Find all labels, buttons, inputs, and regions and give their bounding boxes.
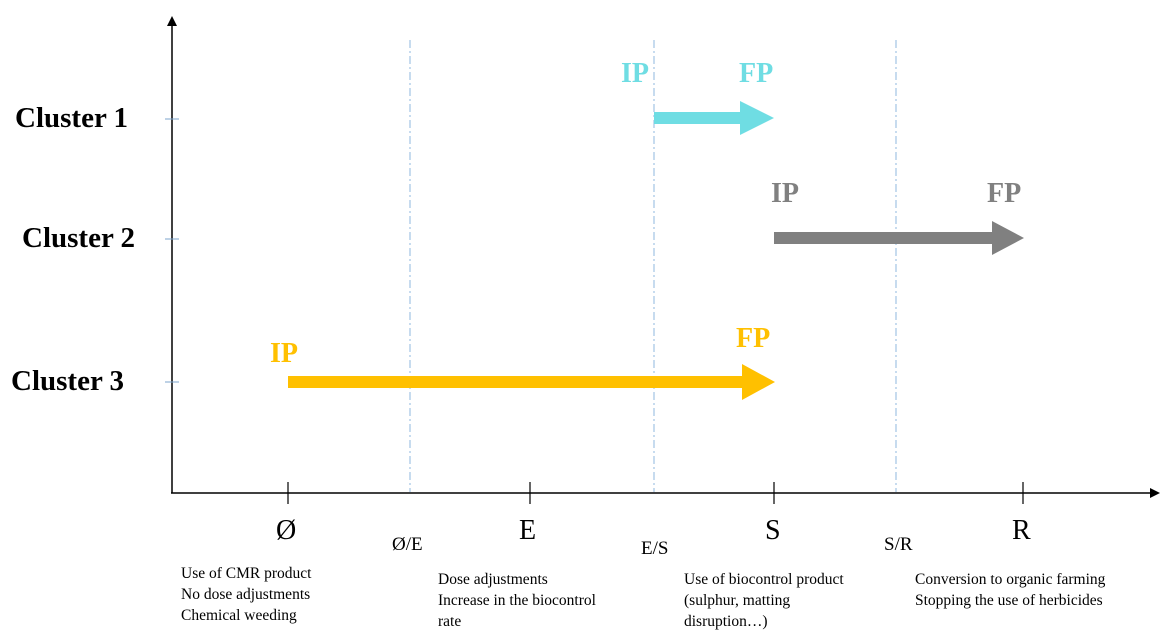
boundary-label-1: E/S: [641, 538, 669, 559]
stage-2-description: Use of biocontrol product (sulphur, matt…: [684, 569, 844, 632]
boundary-label-2: S/R: [884, 534, 913, 555]
cluster-2-start-label: IP: [771, 178, 799, 209]
cluster-1-label: Cluster 1: [15, 102, 129, 134]
cluster-1-end-label: FP: [739, 58, 774, 89]
description-line: Conversion to organic farming: [915, 571, 1106, 588]
description-line: Chemical weeding: [181, 607, 297, 624]
cluster-3-end-label: FP: [736, 323, 771, 354]
description-line: No dose adjustments: [181, 586, 311, 603]
stage-label-0: Ø: [276, 515, 297, 546]
cluster-2-end-label: FP: [987, 178, 1022, 209]
description-line: Use of CMR product: [181, 565, 312, 582]
stage-label-1: E: [519, 515, 537, 546]
stage-1-description: Dose adjustments Increase in the biocont…: [438, 569, 596, 632]
description-line: rate: [438, 613, 462, 630]
cluster-3-arrow: [288, 364, 775, 400]
stage-label-2: S: [765, 515, 781, 546]
cluster-1-arrow: [654, 101, 774, 135]
description-line: Dose adjustments: [438, 571, 548, 588]
description-line: disruption…): [684, 613, 768, 630]
cluster-2-label: Cluster 2: [22, 222, 136, 254]
description-line: Stopping the use of herbicides: [915, 592, 1103, 609]
description-line: (sulphur, matting: [684, 592, 791, 609]
boundary-label-0: Ø/E: [392, 534, 423, 555]
cluster-1-start-label: IP: [621, 58, 649, 89]
stage-label-3: R: [1012, 515, 1031, 546]
cluster-2-arrow: [774, 221, 1024, 255]
stage-3-description: Conversion to organic farming Stopping t…: [915, 569, 1105, 611]
description-line: Use of biocontrol product: [684, 571, 844, 588]
stage-0-description: Use of CMR product No dose adjustments C…: [181, 563, 311, 626]
description-line: Increase in the biocontrol: [438, 592, 596, 609]
cluster-3-start-label: IP: [270, 338, 298, 369]
cluster-3-label: Cluster 3: [11, 365, 125, 397]
